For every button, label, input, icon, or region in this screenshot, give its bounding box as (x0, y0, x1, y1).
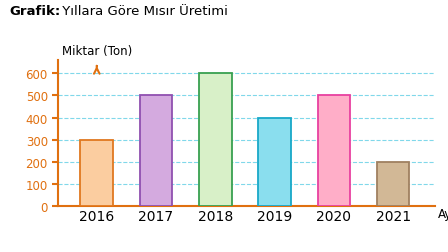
Bar (318, 96, 350, 207)
Text: Yıllara Göre Mısır Üretimi: Yıllara Göre Mısır Üretimi (58, 5, 228, 18)
Bar (258, 118, 291, 207)
Text: Miktar (Ton): Miktar (Ton) (62, 45, 133, 58)
Bar (199, 74, 232, 207)
Text: Grafik:: Grafik: (9, 5, 60, 18)
Bar (81, 140, 113, 207)
Bar (140, 96, 172, 207)
Bar (377, 162, 409, 207)
Text: Aylar: Aylar (438, 207, 448, 220)
